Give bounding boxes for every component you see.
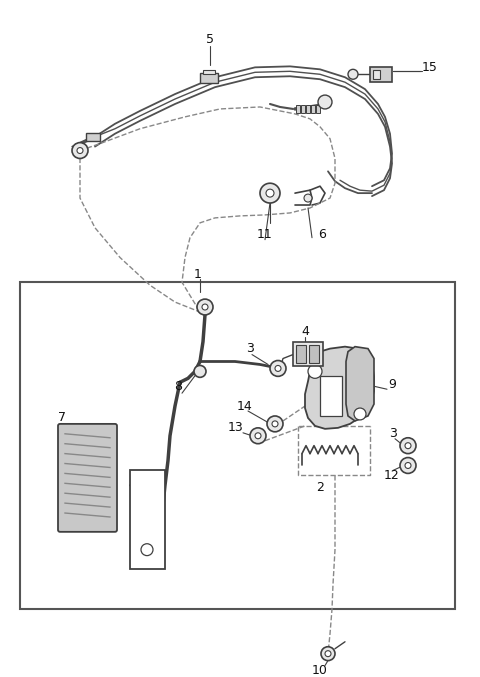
Circle shape — [405, 443, 411, 449]
Circle shape — [321, 647, 335, 661]
Circle shape — [272, 421, 278, 427]
Circle shape — [267, 416, 283, 432]
Circle shape — [266, 189, 274, 197]
Text: 7: 7 — [58, 412, 66, 424]
Circle shape — [304, 194, 312, 202]
Text: 3: 3 — [246, 342, 254, 355]
Text: 1: 1 — [194, 268, 202, 281]
Text: 2: 2 — [316, 481, 324, 494]
Circle shape — [325, 651, 331, 657]
Text: 14: 14 — [237, 399, 253, 412]
Bar — [311, 105, 315, 113]
Text: 11: 11 — [257, 228, 273, 241]
Circle shape — [255, 433, 261, 439]
Bar — [20, 282, 455, 609]
Circle shape — [275, 366, 281, 372]
Circle shape — [202, 304, 208, 310]
Text: 6: 6 — [318, 228, 326, 241]
Bar — [296, 345, 306, 364]
Circle shape — [250, 428, 266, 443]
Text: 4: 4 — [301, 325, 309, 338]
Circle shape — [270, 361, 286, 376]
Text: 10: 10 — [312, 664, 328, 677]
Bar — [203, 70, 215, 74]
Bar — [200, 73, 218, 83]
Circle shape — [400, 458, 416, 473]
Bar — [130, 471, 165, 569]
Bar — [306, 105, 310, 113]
Circle shape — [197, 299, 213, 315]
Bar — [370, 67, 392, 82]
Polygon shape — [305, 347, 374, 429]
Circle shape — [141, 544, 153, 556]
Bar — [320, 376, 342, 416]
Circle shape — [77, 148, 83, 154]
Bar — [296, 105, 300, 113]
Circle shape — [72, 143, 88, 158]
Circle shape — [318, 95, 332, 109]
Circle shape — [354, 408, 366, 420]
Circle shape — [260, 183, 280, 203]
Bar — [86, 133, 100, 141]
Text: 5: 5 — [206, 33, 214, 46]
Text: 15: 15 — [422, 61, 438, 74]
Text: 9: 9 — [388, 378, 396, 391]
Text: 13: 13 — [228, 421, 244, 435]
Text: 12: 12 — [384, 469, 400, 482]
Circle shape — [308, 364, 322, 378]
Text: 3: 3 — [389, 427, 397, 440]
Bar — [373, 70, 380, 79]
Bar — [301, 105, 305, 113]
Circle shape — [348, 69, 358, 79]
FancyBboxPatch shape — [58, 424, 117, 532]
Bar — [316, 105, 320, 113]
Circle shape — [400, 438, 416, 454]
Text: 8: 8 — [174, 380, 182, 393]
Bar — [293, 342, 323, 366]
Polygon shape — [346, 347, 374, 421]
Circle shape — [194, 366, 206, 377]
Bar — [309, 345, 319, 364]
Circle shape — [405, 462, 411, 468]
